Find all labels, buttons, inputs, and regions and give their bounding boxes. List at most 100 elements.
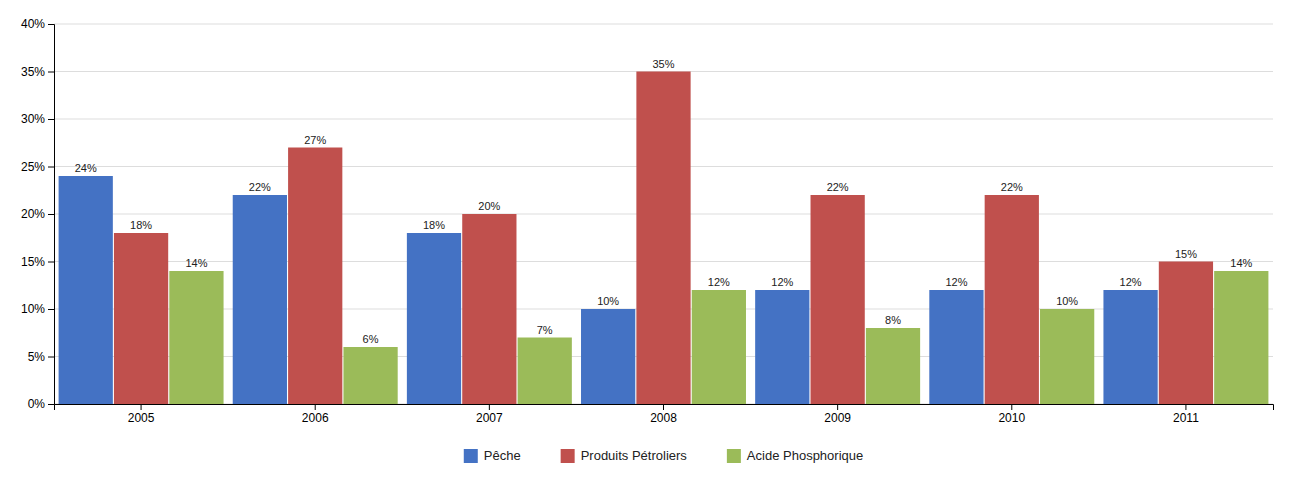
y-tick: 15% <box>21 255 54 269</box>
x-tick: 2009 <box>824 404 851 425</box>
data-label: 14% <box>185 257 207 269</box>
y-tick-mark <box>48 167 54 168</box>
bar <box>581 309 635 404</box>
bar <box>1103 290 1157 404</box>
y-tick-mark <box>48 72 54 73</box>
y-tick: 20% <box>21 207 54 221</box>
bar <box>1159 262 1213 405</box>
data-label: 12% <box>945 276 967 288</box>
bar <box>343 347 397 404</box>
bar <box>288 148 342 405</box>
data-label: 14% <box>1230 257 1252 269</box>
bar <box>462 214 516 404</box>
y-tick: 0% <box>28 397 54 411</box>
chart: 0%5%10%15%20%25%30%35%40%200520062007200… <box>0 0 1293 482</box>
data-labels: 24%22%18%10%12%12%12%18%27%20%35%22%22%1… <box>75 58 1253 346</box>
x-tick-mark <box>489 404 490 410</box>
data-label: 18% <box>423 219 445 231</box>
x-tick: 2011 <box>1173 404 1199 425</box>
data-label: 22% <box>827 181 849 193</box>
y-tick-label: 5% <box>28 350 46 364</box>
y-tick-mark <box>48 357 54 358</box>
data-label: 27% <box>304 134 326 146</box>
bar <box>692 290 746 404</box>
data-label: 24% <box>75 162 97 174</box>
y-tick-mark <box>48 404 54 405</box>
legend-item: Pêche <box>464 448 521 463</box>
y-tick-label: 20% <box>21 207 45 221</box>
data-label: 7% <box>537 324 553 336</box>
grid <box>54 24 1273 404</box>
x-tick-mark <box>1011 404 1012 410</box>
x-tick-label: 2005 <box>128 411 155 425</box>
legend-label: Pêche <box>484 448 521 463</box>
y-tick-mark <box>48 262 54 263</box>
data-label: 6% <box>363 333 379 345</box>
bar-series <box>59 176 1158 404</box>
legend-item: Acide Phosphorique <box>727 448 863 463</box>
legend-swatch <box>727 449 741 463</box>
bar-series <box>169 271 1268 404</box>
y-tick-mark <box>48 24 54 25</box>
grid-line <box>54 24 1273 25</box>
bar <box>233 195 287 404</box>
y-tick-label: 0% <box>28 397 46 411</box>
x-tick-label: 2006 <box>302 411 329 425</box>
bar <box>929 290 983 404</box>
data-label: 20% <box>478 200 500 212</box>
data-label: 12% <box>708 276 730 288</box>
bar-series <box>114 72 1213 405</box>
bar <box>636 72 690 405</box>
x-tick-label: 2010 <box>998 411 1025 425</box>
x-tick: 2006 <box>302 404 329 425</box>
y-tick: 40% <box>21 17 54 31</box>
bar <box>866 328 920 404</box>
legend-label: Produits Pétroliers <box>581 448 688 463</box>
data-label: 22% <box>249 181 271 193</box>
y-tick: 25% <box>21 160 54 174</box>
y-tick-label: 15% <box>21 255 45 269</box>
y-tick: 30% <box>21 112 54 126</box>
y-axis: 0%5%10%15%20%25%30%35%40% <box>21 17 55 411</box>
x-tick-mark <box>663 404 664 410</box>
x-axis: 2005 2006 2007 2008 2009 2010 2011 <box>55 404 1274 425</box>
y-tick: 5% <box>28 350 54 364</box>
bar <box>407 233 461 404</box>
legend: Pêche Produits Pétroliers Acide Phosphoriq… <box>464 448 863 463</box>
y-tick: 35% <box>21 65 54 79</box>
data-label: 12% <box>1120 276 1142 288</box>
bar <box>985 195 1039 404</box>
bar <box>59 176 113 404</box>
x-tick: 2008 <box>650 404 677 425</box>
data-label: 35% <box>652 58 674 70</box>
x-tick-mark <box>1185 404 1186 410</box>
data-label: 12% <box>771 276 793 288</box>
y-tick-mark <box>48 309 54 310</box>
y-tick-mark <box>48 119 54 120</box>
y-tick-label: 35% <box>21 65 45 79</box>
legend-swatch <box>561 449 575 463</box>
data-label: 22% <box>1001 181 1023 193</box>
bar <box>1040 309 1094 404</box>
x-tick: 2005 <box>128 404 155 425</box>
legend-label: Acide Phosphorique <box>747 448 863 463</box>
data-label: 10% <box>1056 295 1078 307</box>
y-tick-label: 25% <box>21 160 45 174</box>
bar <box>755 290 809 404</box>
x-tick-label: 2009 <box>824 411 851 425</box>
bar <box>114 233 168 404</box>
bar <box>169 271 223 404</box>
y-axis-line <box>48 25 55 405</box>
y-tick-label: 30% <box>21 112 45 126</box>
x-tick-label: 2007 <box>476 411 503 425</box>
y-tick-label: 40% <box>21 17 45 31</box>
legend-item: Produits Pétroliers <box>561 448 688 463</box>
bar <box>518 338 572 405</box>
x-tick-mark <box>141 404 142 410</box>
data-label: 15% <box>1175 248 1197 260</box>
x-tick-label: 2008 <box>650 411 677 425</box>
bar <box>1214 271 1268 404</box>
x-tick-mark <box>837 404 838 410</box>
y-tick-mark <box>48 214 54 215</box>
x-axis-line <box>55 405 1274 411</box>
